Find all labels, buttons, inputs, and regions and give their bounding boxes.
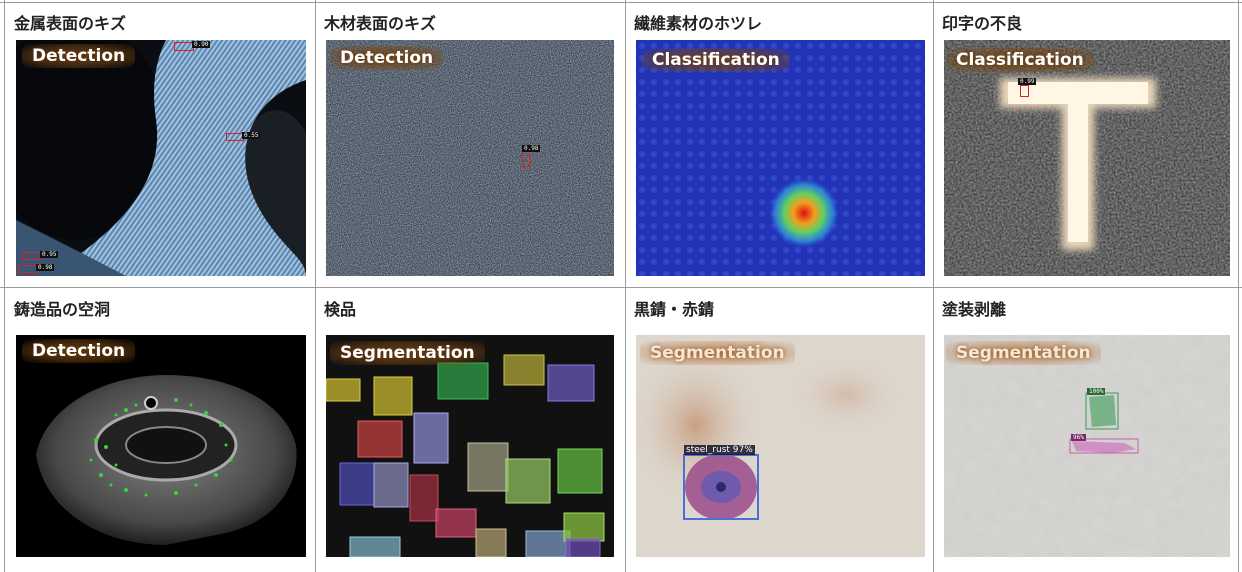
- cell-title-paint: 塗装剥離: [942, 300, 1007, 319]
- cell-title-print: 印字の不良: [942, 14, 1023, 33]
- grid-line: [1238, 0, 1239, 572]
- metal-surface-image: [16, 40, 306, 276]
- cell-title-rust: 黒錆・赤錆: [634, 300, 715, 319]
- defect-score-label: 0.98: [522, 145, 541, 152]
- panel-rust-image: steel_rust 97% Segmentation: [636, 335, 925, 557]
- cell-title-inspection: 検品: [324, 300, 357, 319]
- cell-title-wood: 木材表面のキズ: [324, 14, 437, 33]
- method-tag: Segmentation: [946, 341, 1101, 365]
- defect-box: [22, 252, 42, 260]
- method-tag: Segmentation: [330, 341, 485, 365]
- wood-surface-image: [326, 40, 614, 276]
- defect-box: [174, 42, 194, 51]
- panel-metal-image: 0.90 0.55 0.95 0.98 Detection: [16, 40, 306, 276]
- panel-inspection-image: Segmentation: [326, 335, 614, 557]
- method-tag: Detection: [22, 339, 136, 363]
- defect-box: [1020, 85, 1029, 97]
- panel-wood-image: 0.98 Detection: [326, 40, 614, 276]
- cell-title-metal: 金属表面のキズ: [14, 14, 127, 33]
- grid-line: [0, 287, 1242, 288]
- method-tag: Classification: [946, 48, 1094, 72]
- defect-score-label: 0.99: [1018, 78, 1037, 85]
- cell-title-fiber: 繊維素材のホツレ: [634, 14, 763, 33]
- casting-ct-image: [36, 375, 297, 545]
- method-tag: Detection: [330, 46, 444, 70]
- defect-score-label: 0.90: [192, 41, 211, 48]
- panel-fiber-image: Classification: [636, 40, 925, 276]
- rust-surface-image: [636, 335, 925, 557]
- cell-title-casting: 鋳造品の空洞: [14, 300, 111, 319]
- method-tag: Classification: [642, 48, 790, 72]
- panel-paint-image: 100% 96% Segmentation: [944, 335, 1230, 557]
- defect-box: [18, 265, 38, 273]
- defect-score-label: 100%: [1087, 388, 1106, 395]
- grid-line: [625, 0, 626, 572]
- panel-print-image: 0.99 Classification: [944, 40, 1230, 276]
- method-tag: Segmentation: [640, 341, 795, 365]
- panel-casting-image: Detection: [16, 335, 306, 557]
- defect-score-label: steel_rust 97%: [684, 445, 755, 455]
- parts-segmentation-image: [326, 354, 605, 557]
- fiber-heatmap-image: [636, 40, 925, 276]
- grid-line: [315, 0, 316, 572]
- print-defect-image: [944, 40, 1230, 276]
- defect-score-label: 96%: [1071, 434, 1086, 441]
- defect-score-label: 0.98: [36, 264, 55, 271]
- paint-surface-image: [944, 335, 1230, 557]
- grid-line: [933, 0, 934, 572]
- grid-line: [4, 0, 5, 572]
- defect-score-label: 0.55: [242, 132, 261, 139]
- defect-box: [522, 151, 530, 167]
- defect-score-label: 0.95: [40, 251, 59, 258]
- grid-line: [0, 2, 1242, 3]
- method-tag: Detection: [22, 44, 136, 68]
